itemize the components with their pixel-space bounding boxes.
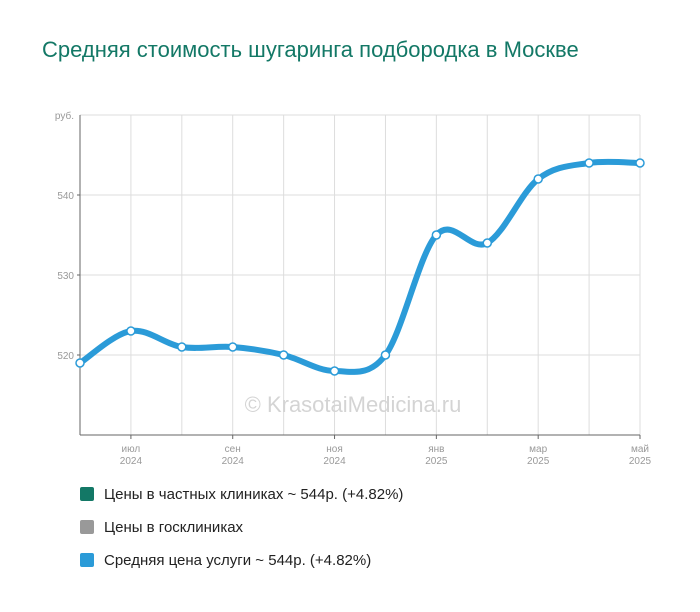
data-point[interactable] [533, 174, 543, 184]
x-tick-labels: июл2024сен2024ноя2024янв2025мар2025май20… [120, 435, 652, 467]
data-point[interactable] [278, 350, 289, 360]
legend-swatch-private [80, 487, 94, 501]
x-tick-year: 2024 [120, 456, 143, 467]
data-point[interactable] [126, 326, 136, 336]
data-point[interactable] [227, 342, 238, 352]
data-point[interactable] [75, 358, 85, 368]
x-tick-year: 2024 [222, 456, 245, 467]
y-tick-label: 530 [57, 271, 74, 282]
legend-swatch-public [80, 520, 94, 534]
legend: Цены в частных клиниках ~ 544р. (+4.82%)… [80, 484, 403, 583]
x-tick-month: май [631, 444, 649, 455]
data-point[interactable] [635, 158, 645, 168]
x-tick-month: янв [428, 444, 444, 455]
data-point[interactable] [380, 350, 391, 360]
axes: руб. [55, 110, 640, 436]
x-tick-year: 2025 [629, 456, 652, 467]
legend-item-public[interactable]: Цены в госклиниках [80, 517, 403, 537]
data-point[interactable] [584, 158, 594, 168]
data-point[interactable] [482, 238, 493, 248]
y-tick-labels: 520 530 540 [57, 191, 80, 362]
legend-label-public: Цены в госклиниках [104, 518, 244, 536]
data-point[interactable] [177, 342, 187, 352]
x-tick-month: сен [225, 444, 241, 455]
data-point[interactable] [329, 366, 340, 376]
series-line-0 [77, 158, 643, 375]
x-tick-year: 2024 [323, 456, 346, 467]
data-point[interactable] [431, 230, 442, 240]
grid [80, 114, 641, 435]
legend-item-private[interactable]: Цены в частных клиниках ~ 544р. (+4.82%) [80, 484, 403, 504]
legend-item-average[interactable]: Средняя цена услуги ~ 544р. (+4.82%) [80, 550, 403, 570]
watermark: © KrasotaiMedicina.ru [245, 392, 462, 417]
x-tick-month: ноя [326, 444, 343, 455]
x-tick-year: 2025 [527, 456, 550, 467]
legend-label-private: Цены в частных клиниках ~ 544р. (+4.82%) [104, 485, 404, 503]
x-tick-month: мар [529, 444, 547, 455]
y-axis-unit-label: руб. [55, 110, 74, 122]
y-tick-label: 540 [57, 191, 74, 202]
series [77, 158, 643, 375]
legend-swatch-average [80, 553, 94, 567]
legend-label-average: Средняя цена услуги ~ 544р. (+4.82%) [104, 551, 372, 569]
data-points [75, 158, 645, 376]
y-tick-label: 520 [57, 351, 74, 362]
x-tick-month: июл [122, 444, 141, 455]
x-tick-year: 2025 [425, 456, 448, 467]
chart-title: Средняя стоимость шугаринга подбородка в… [42, 37, 579, 62]
